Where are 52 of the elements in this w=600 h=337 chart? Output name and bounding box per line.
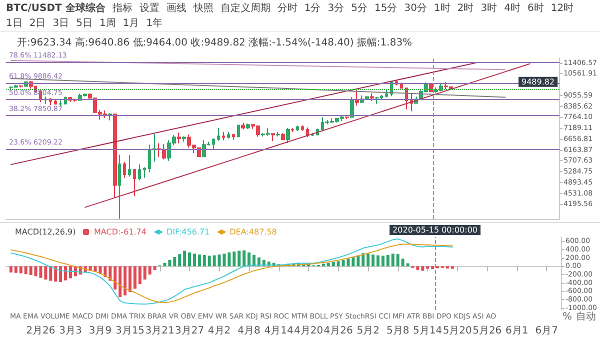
text: 自定义周期 bbox=[220, 2, 270, 15]
ref-line-label: 9489.82 bbox=[522, 77, 555, 86]
x-tick-label: 2月26 bbox=[26, 326, 56, 336]
text: 分时 bbox=[277, 2, 298, 15]
text: 30分 bbox=[404, 2, 427, 15]
legend-label: MACD:-61.74 bbox=[94, 228, 146, 236]
legend-label: DEA:487.58 bbox=[230, 228, 277, 236]
x-tick-label: 5月2 bbox=[356, 326, 380, 336]
x-tick-label: 4月14 bbox=[264, 326, 294, 336]
text: 1周 bbox=[100, 17, 116, 30]
x-tick-label: 4月20 bbox=[294, 326, 324, 336]
ref-line-label: 2020-05-15 00:00:00 bbox=[392, 226, 478, 234]
text: 5分 bbox=[351, 2, 368, 15]
x-tick-label: 3月9 bbox=[88, 326, 112, 336]
text: 3分 bbox=[328, 2, 344, 15]
text: 1日 bbox=[6, 17, 22, 30]
x-tick-label: 3月3 bbox=[59, 326, 82, 336]
text: 1分 bbox=[304, 2, 321, 15]
chart-title: BTC/USDT 全球综合 bbox=[6, 2, 106, 15]
text: 4时 bbox=[504, 2, 520, 15]
text: 2时 bbox=[457, 2, 474, 15]
x-tick-label: 5月8 bbox=[386, 326, 410, 336]
text: 设置 bbox=[139, 2, 160, 15]
text: 3时 bbox=[480, 2, 498, 15]
text: 3日 bbox=[52, 17, 70, 30]
text: 15分 bbox=[374, 2, 398, 15]
text: 1时 bbox=[434, 2, 450, 15]
text: 6时 bbox=[527, 2, 544, 15]
x-tick-label: 6月7 bbox=[535, 326, 558, 336]
x-tick-label: 3月27 bbox=[174, 326, 204, 336]
text: 5日 bbox=[76, 17, 92, 30]
text: 1月 bbox=[122, 17, 140, 30]
text: % bbox=[562, 312, 572, 322]
x-tick-label: 3月15 bbox=[115, 326, 145, 336]
chart-title: MACD(12,26,9) bbox=[15, 228, 76, 236]
x-tick-label: 3月21 bbox=[145, 326, 174, 336]
x-tick-label: 5月20 bbox=[442, 326, 472, 336]
chart-subtitle: 开:9623.34 高:9640.86 低:9464.00 收:9489.82 涨幅:-1.54%(-148.40) 振幅:1.83% bbox=[17, 36, 412, 48]
legend-label: DIF:456.71 bbox=[166, 228, 210, 236]
x-tick-label: 5月26 bbox=[472, 326, 502, 336]
text: 画线 bbox=[166, 2, 186, 15]
text: 2日 bbox=[29, 17, 46, 30]
x-tick-label: 4月8 bbox=[238, 326, 260, 336]
text: 12时 bbox=[550, 2, 574, 15]
x-tick-label: 6月1 bbox=[506, 326, 528, 336]
x-tick-label: 4月2 bbox=[208, 326, 231, 336]
x-tick-label: 5月14 bbox=[413, 326, 442, 336]
x-tick-label: 4月26 bbox=[324, 326, 353, 336]
text: 快照 bbox=[193, 2, 214, 15]
text: 自动 bbox=[576, 310, 596, 322]
text: 1年 bbox=[146, 17, 163, 30]
text: 指标 bbox=[112, 2, 132, 15]
